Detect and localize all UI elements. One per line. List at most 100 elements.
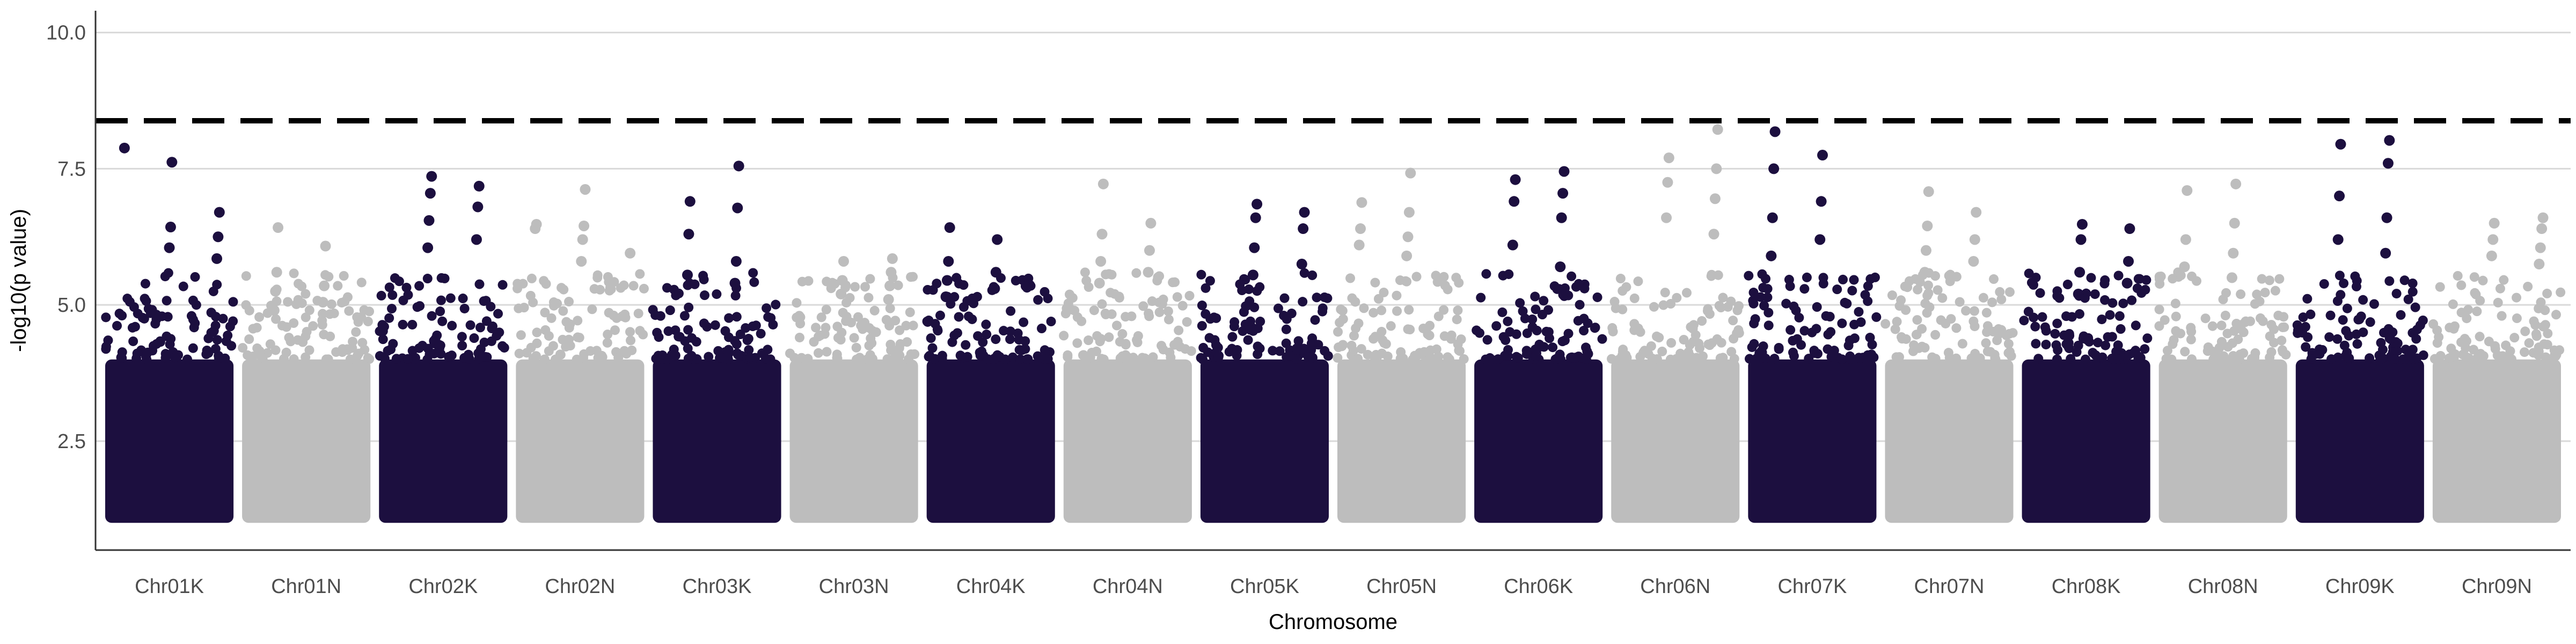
point xyxy=(2175,328,2185,339)
point xyxy=(1279,293,1290,303)
point xyxy=(2478,351,2489,361)
point xyxy=(2333,352,2343,362)
point xyxy=(603,272,613,282)
point xyxy=(2081,288,2091,298)
point xyxy=(1518,306,1528,316)
point-top xyxy=(2228,247,2239,259)
point xyxy=(2066,354,2076,364)
point xyxy=(712,289,722,299)
point xyxy=(1459,354,1469,364)
point xyxy=(225,321,235,332)
point xyxy=(1917,324,1927,334)
point xyxy=(613,353,624,363)
point xyxy=(756,328,766,339)
point xyxy=(1716,338,1726,348)
point xyxy=(639,283,649,294)
point xyxy=(2140,284,2150,295)
point xyxy=(248,352,258,362)
y-tick-label: 7.5 xyxy=(57,158,86,180)
point xyxy=(2200,313,2211,324)
point xyxy=(394,276,404,287)
point xyxy=(1036,324,1046,334)
point xyxy=(1453,305,1463,316)
point xyxy=(2031,273,2041,283)
point xyxy=(1755,292,1766,302)
point xyxy=(1273,303,1283,313)
point xyxy=(2140,344,2150,354)
point xyxy=(2298,312,2308,323)
point xyxy=(1955,297,1965,307)
point xyxy=(1556,354,1566,364)
point-top xyxy=(2226,272,2237,283)
point xyxy=(1763,308,1774,318)
point-top xyxy=(2121,277,2133,289)
point xyxy=(710,320,720,330)
point-top xyxy=(1969,234,1980,245)
point xyxy=(1915,277,1925,287)
point xyxy=(1163,314,1174,325)
point xyxy=(2080,354,2090,364)
point xyxy=(654,354,664,364)
chromosome-Chr09N xyxy=(2428,212,2566,523)
point xyxy=(1101,269,1111,280)
point xyxy=(574,333,584,343)
point xyxy=(1592,292,1602,302)
point-top xyxy=(165,222,176,233)
point xyxy=(1837,354,1847,364)
point xyxy=(1320,292,1330,302)
point xyxy=(816,312,826,323)
point xyxy=(1491,321,1502,331)
point xyxy=(1299,343,1309,354)
point xyxy=(1826,327,1836,337)
point xyxy=(1892,317,1902,327)
point-top xyxy=(2489,217,2500,229)
point xyxy=(1809,346,1819,356)
point xyxy=(189,323,199,333)
point xyxy=(2114,311,2125,321)
point xyxy=(2383,324,2394,334)
point-band xyxy=(516,359,645,523)
y-axis-title: -log10(p value) xyxy=(7,209,31,352)
point xyxy=(474,279,485,289)
point-top xyxy=(1816,196,1827,207)
point-top xyxy=(423,215,435,226)
point xyxy=(1666,299,1676,309)
point-top xyxy=(271,267,282,278)
point xyxy=(1022,283,1032,293)
point xyxy=(1353,354,1363,364)
point xyxy=(2107,332,2117,342)
point-band xyxy=(2158,359,2287,523)
point-top xyxy=(425,188,436,199)
point-top xyxy=(2380,247,2391,259)
point-top xyxy=(214,207,225,218)
point xyxy=(852,354,862,364)
point xyxy=(1804,354,1814,364)
data-points xyxy=(101,124,2566,523)
point-top xyxy=(317,297,328,308)
point xyxy=(2222,328,2233,339)
point xyxy=(1618,304,1628,314)
point xyxy=(751,320,761,331)
point xyxy=(2061,311,2072,321)
point xyxy=(1486,354,1496,364)
point xyxy=(2534,303,2544,313)
point xyxy=(2216,320,2227,331)
point-top xyxy=(1555,261,1566,273)
point xyxy=(1545,333,1555,343)
point xyxy=(1854,307,1864,317)
point xyxy=(1707,269,1717,280)
point xyxy=(1567,271,1577,281)
point-top xyxy=(577,234,588,245)
point xyxy=(886,345,896,355)
point xyxy=(2501,340,2511,350)
point xyxy=(1532,325,1542,335)
point xyxy=(1788,335,1798,346)
point xyxy=(935,310,945,320)
point xyxy=(1982,321,1993,331)
point xyxy=(2551,310,2561,320)
point-top xyxy=(2180,234,2191,245)
point-top xyxy=(884,280,896,291)
point xyxy=(1431,270,1441,281)
chromosome-Chr07N xyxy=(1880,186,2018,523)
point xyxy=(2113,340,2123,350)
